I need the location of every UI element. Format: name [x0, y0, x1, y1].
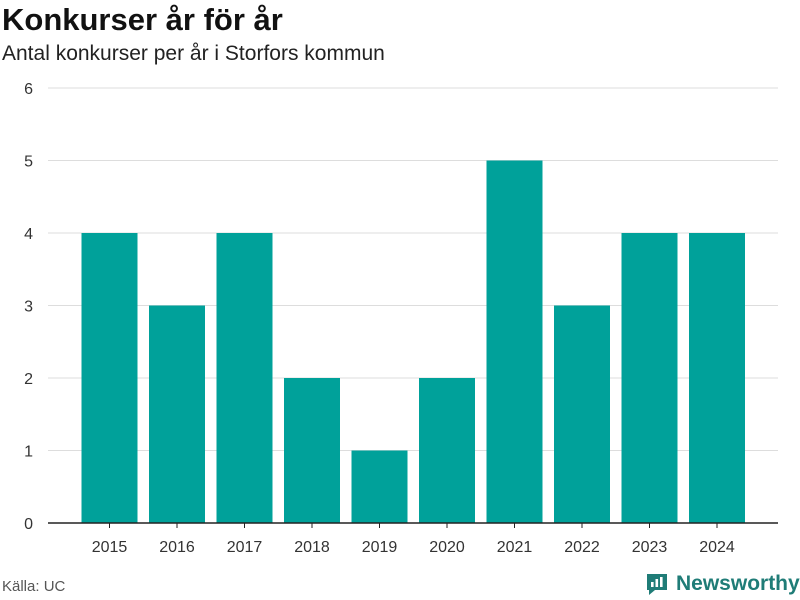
x-tick-label: 2019: [362, 539, 398, 556]
x-tick-label: 2024: [699, 539, 735, 556]
axes: 0 1 2 3 4 5 6 2015 2016 2017 2018 2019 2020 2021 2022 2…: [24, 81, 778, 556]
bar-2018: [284, 378, 340, 523]
y-tick-label: 1: [24, 444, 33, 461]
chart-subtitle: Antal konkurser per år i Storfors kommun: [2, 42, 385, 65]
bar-2024: [689, 233, 745, 523]
bar-2023: [621, 233, 678, 523]
bar-2015: [81, 233, 138, 523]
bar-2017: [216, 233, 273, 523]
bar-2020: [419, 378, 475, 523]
x-tick-label: 2015: [92, 539, 128, 556]
bar-2016: [149, 305, 205, 523]
x-tick-label: 2021: [497, 539, 533, 556]
bars: [81, 160, 745, 523]
bar-2022: [554, 305, 610, 523]
source-note: Källa: UC: [2, 578, 66, 595]
y-tick-label: 2: [24, 371, 33, 388]
bar-2019: [351, 450, 408, 523]
y-tick-label: 5: [24, 154, 33, 171]
y-tick-label: 0: [24, 516, 33, 533]
x-tick-label: 2017: [227, 539, 263, 556]
y-tick-label: 4: [24, 226, 33, 243]
brand-logo: Newsworthy: [644, 570, 800, 598]
x-tick-label: 2018: [294, 539, 330, 556]
brand-name: Newsworthy: [676, 572, 800, 595]
x-tick-label: 2023: [632, 539, 668, 556]
x-tick-label: 2020: [429, 539, 465, 556]
chart-title: Konkurser år för år: [2, 2, 283, 37]
y-tick-label: 6: [24, 81, 33, 98]
bar-2021: [486, 160, 543, 523]
x-tick-label: 2022: [564, 539, 600, 556]
y-tick-label: 3: [24, 299, 33, 316]
newsworthy-logo-icon: [647, 574, 667, 595]
x-tick-label: 2016: [159, 539, 195, 556]
